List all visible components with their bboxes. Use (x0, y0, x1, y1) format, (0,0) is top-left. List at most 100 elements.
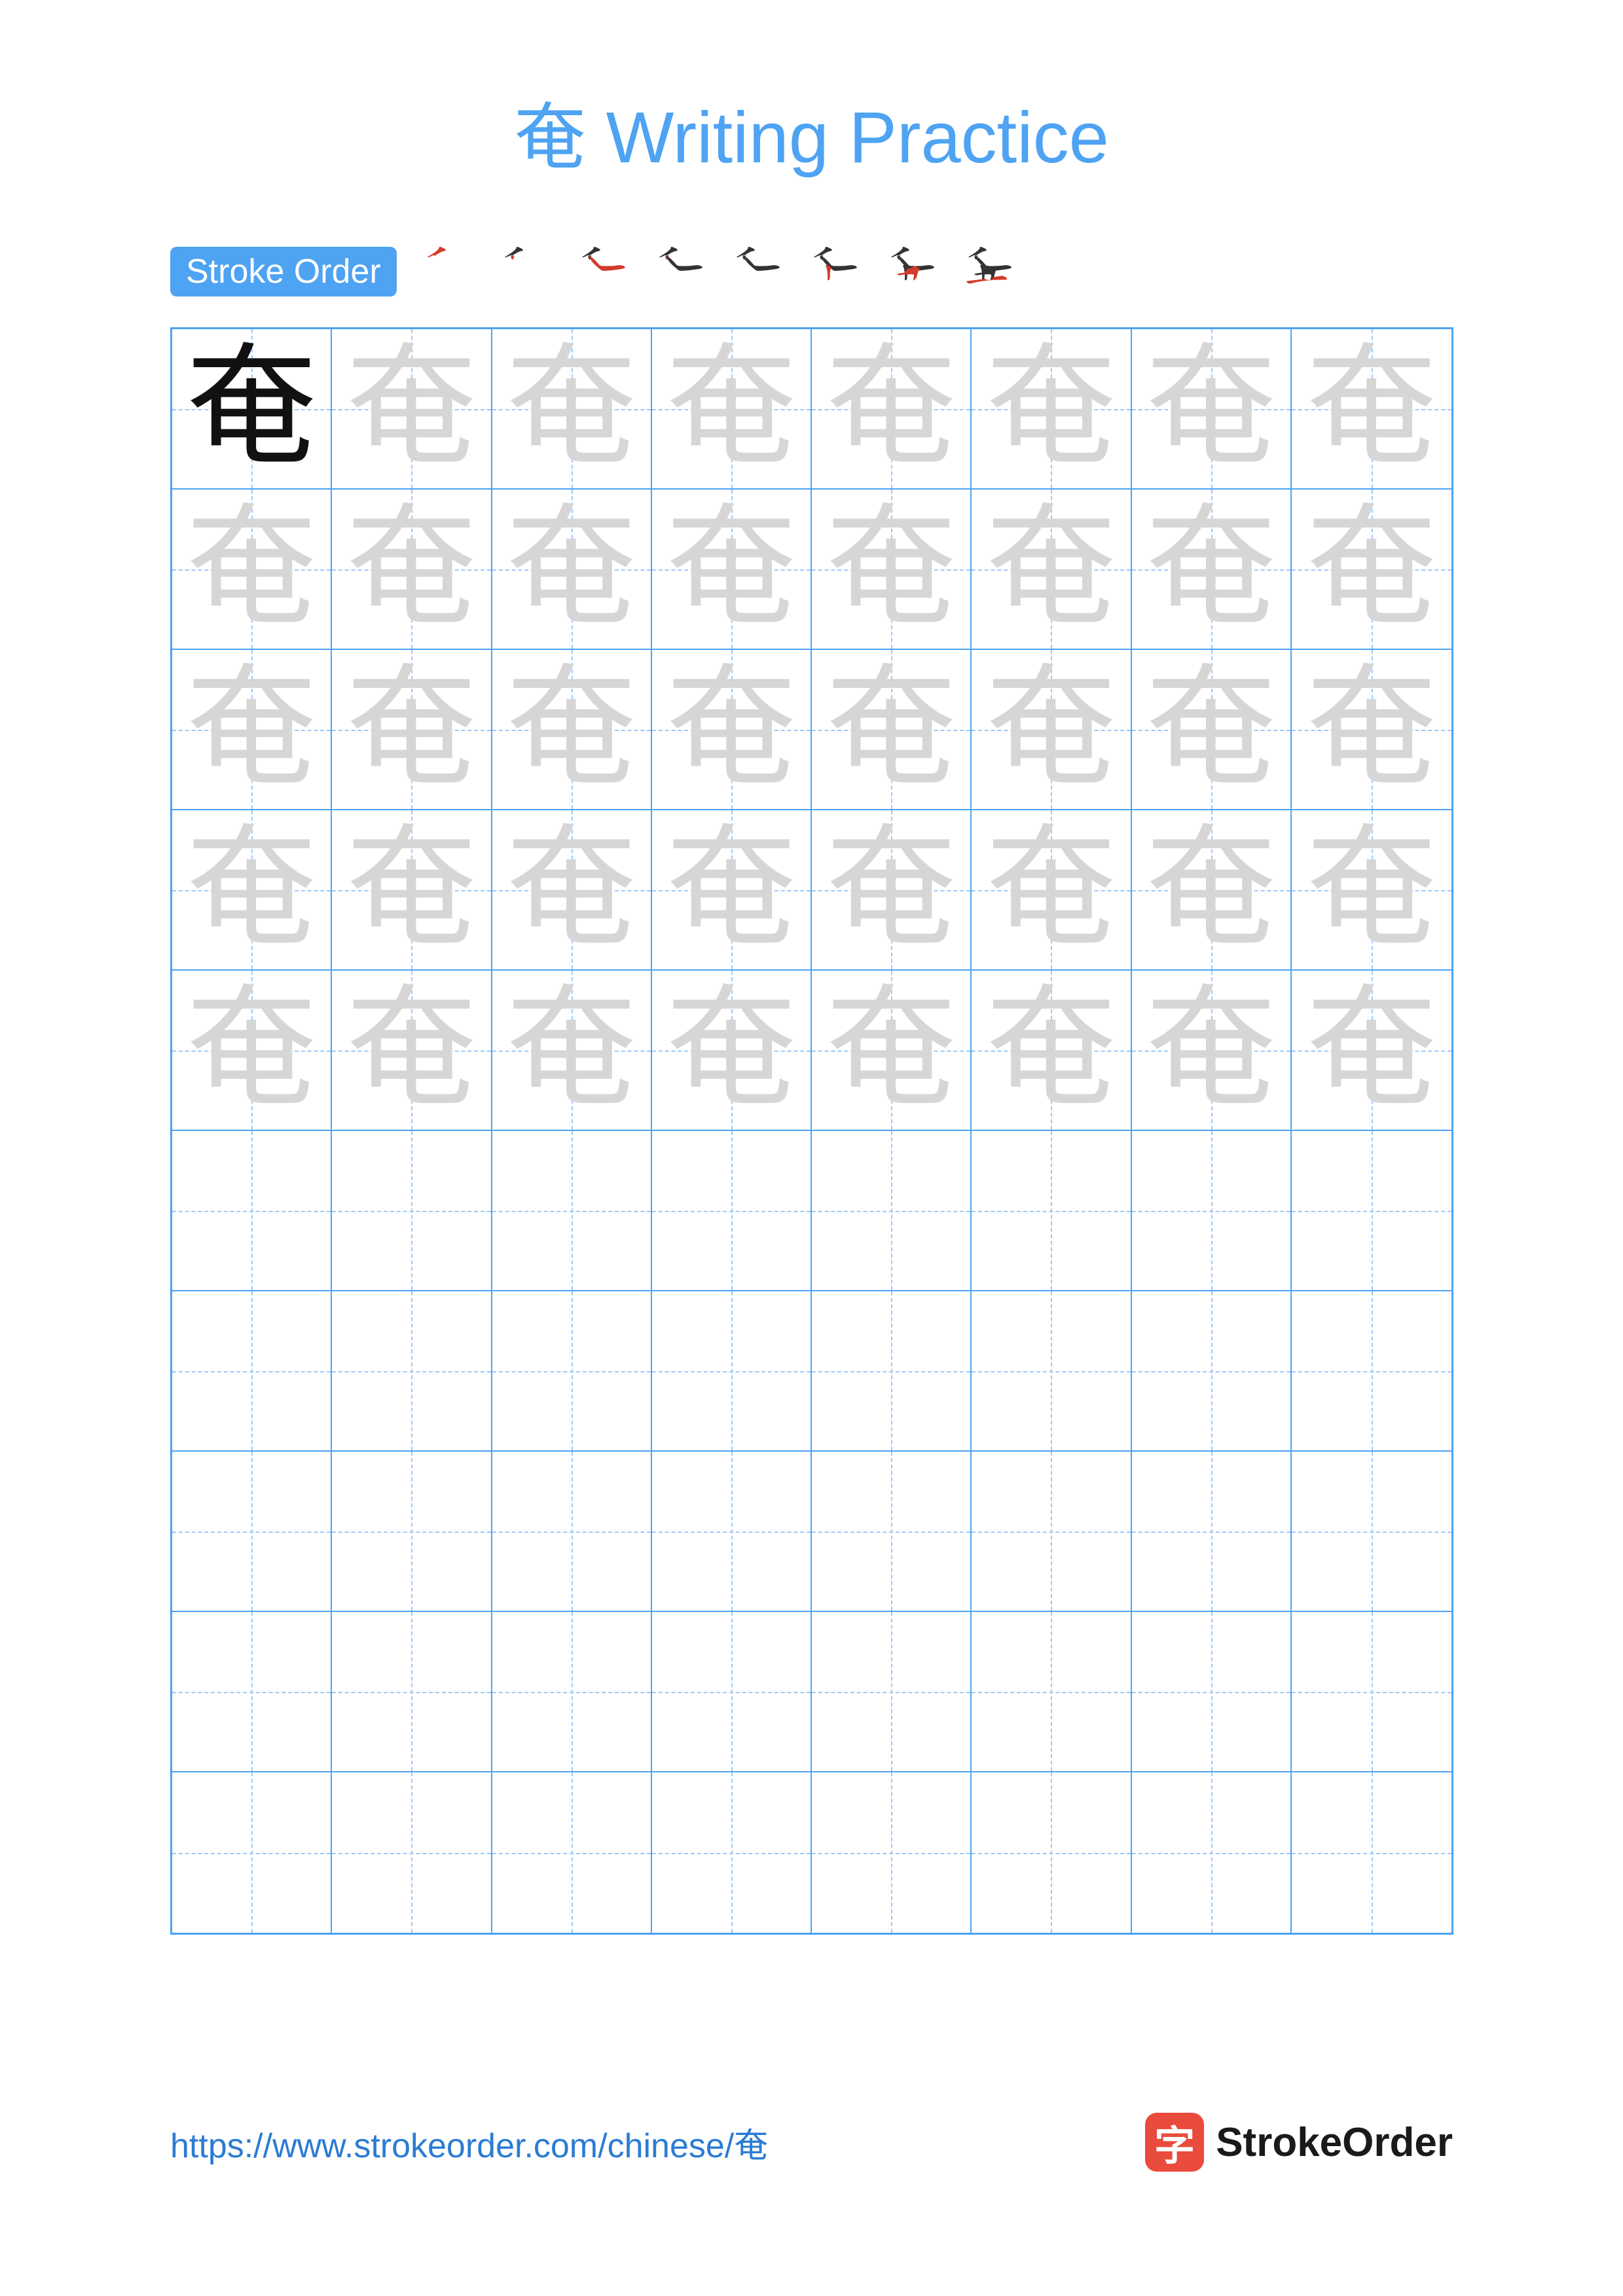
grid-cell (1132, 1452, 1292, 1612)
stroke-step-8 (957, 242, 1016, 301)
practice-char: 奄 (186, 825, 317, 956)
stroke-step-6 (803, 242, 862, 301)
stroke-step-5 (725, 242, 784, 301)
brand-logo: 字 StrokeOrder (1145, 2113, 1453, 2172)
grid-cell: 奄 (652, 650, 812, 810)
practice-char: 奄 (506, 344, 637, 475)
grid-cell: 奄 (652, 329, 812, 490)
practice-char: 奄 (1306, 504, 1437, 635)
grid-cell: 奄 (332, 329, 492, 490)
practice-char: 奄 (506, 825, 637, 956)
practice-char: 奄 (1146, 504, 1277, 635)
grid-cell: 奄 (172, 650, 332, 810)
grid-cell (492, 1131, 652, 1291)
practice-char: 奄 (826, 664, 957, 795)
grid-cell: 奄 (652, 971, 812, 1131)
grid-cell (1132, 1612, 1292, 1772)
stroke-step-7 (880, 242, 939, 301)
practice-char: 奄 (1146, 825, 1277, 956)
grid-cell (172, 1452, 332, 1612)
practice-char: 奄 (1146, 985, 1277, 1116)
grid-cell: 奄 (972, 490, 1131, 650)
grid-cell: 奄 (332, 810, 492, 971)
grid-cell (812, 1772, 972, 1933)
page-title: 奄 Writing Practice (170, 79, 1453, 183)
practice-char: 奄 (985, 664, 1116, 795)
grid-cell (652, 1772, 812, 1933)
grid-cell: 奄 (812, 650, 972, 810)
grid-cell: 奄 (172, 971, 332, 1131)
grid-cell: 奄 (812, 329, 972, 490)
grid-cell (652, 1452, 812, 1612)
grid-cell (1132, 1291, 1292, 1452)
practice-char: 奄 (346, 664, 477, 795)
practice-char: 奄 (666, 664, 797, 795)
grid-cell (1292, 1291, 1451, 1452)
grid-cell: 奄 (972, 971, 1131, 1131)
stroke-step-2 (494, 242, 553, 301)
grid-cell (1292, 1612, 1451, 1772)
grid-cell: 奄 (1132, 810, 1292, 971)
grid-cell (492, 1612, 652, 1772)
grid-cell: 奄 (652, 490, 812, 650)
grid-cell (332, 1612, 492, 1772)
grid-cell (652, 1612, 812, 1772)
grid-cell: 奄 (492, 490, 652, 650)
logo-icon: 字 (1145, 2113, 1204, 2172)
practice-char: 奄 (826, 985, 957, 1116)
grid-cell: 奄 (972, 650, 1131, 810)
practice-char: 奄 (826, 344, 957, 475)
grid-cell (652, 1131, 812, 1291)
grid-cell: 奄 (812, 810, 972, 971)
practice-char: 奄 (346, 825, 477, 956)
grid-cell (1132, 1131, 1292, 1291)
grid-cell (332, 1131, 492, 1291)
practice-char: 奄 (186, 985, 317, 1116)
practice-char: 奄 (346, 985, 477, 1116)
stroke-steps (416, 242, 1016, 301)
grid-cell (972, 1452, 1131, 1612)
grid-cell (332, 1772, 492, 1933)
grid-cell: 奄 (492, 971, 652, 1131)
practice-char: 奄 (1306, 985, 1437, 1116)
grid-cell: 奄 (332, 490, 492, 650)
source-url: https://www.strokeorder.com/chinese/奄 (170, 2118, 768, 2167)
grid-cell (332, 1291, 492, 1452)
grid-cell (172, 1772, 332, 1933)
practice-char: 奄 (1306, 825, 1437, 956)
grid-cell: 奄 (812, 971, 972, 1131)
practice-char: 奄 (506, 664, 637, 795)
grid-cell: 奄 (812, 490, 972, 650)
grid-cell (492, 1452, 652, 1612)
practice-char: 奄 (985, 985, 1116, 1116)
grid-cell: 奄 (492, 650, 652, 810)
practice-char: 奄 (666, 344, 797, 475)
grid-cell (1292, 1452, 1451, 1612)
grid-cell (812, 1452, 972, 1612)
grid-cell: 奄 (1292, 650, 1451, 810)
practice-char: 奄 (506, 985, 637, 1116)
grid-cell (1132, 1772, 1292, 1933)
grid-cell (812, 1131, 972, 1291)
grid-cell (812, 1291, 972, 1452)
stroke-order-label: Stroke Order (170, 247, 397, 296)
grid-cell (172, 1131, 332, 1291)
practice-char: 奄 (826, 504, 957, 635)
grid-cell: 奄 (332, 650, 492, 810)
grid-cell: 奄 (1132, 329, 1292, 490)
practice-char: 奄 (826, 825, 957, 956)
grid-cell: 奄 (172, 810, 332, 971)
grid-cell (1292, 1131, 1451, 1291)
grid-cell: 奄 (972, 810, 1131, 971)
practice-char: 奄 (1146, 344, 1277, 475)
grid-cell: 奄 (1292, 490, 1451, 650)
practice-char: 奄 (346, 504, 477, 635)
grid-cell (972, 1772, 1131, 1933)
grid-cell (972, 1291, 1131, 1452)
practice-grid: 奄奄奄奄奄奄奄奄奄奄奄奄奄奄奄奄奄奄奄奄奄奄奄奄奄奄奄奄奄奄奄奄奄奄奄奄奄奄奄奄 (170, 327, 1453, 1935)
grid-cell (172, 1612, 332, 1772)
grid-cell: 奄 (1292, 329, 1451, 490)
grid-cell (492, 1291, 652, 1452)
grid-cell: 奄 (332, 971, 492, 1131)
grid-cell: 奄 (172, 490, 332, 650)
